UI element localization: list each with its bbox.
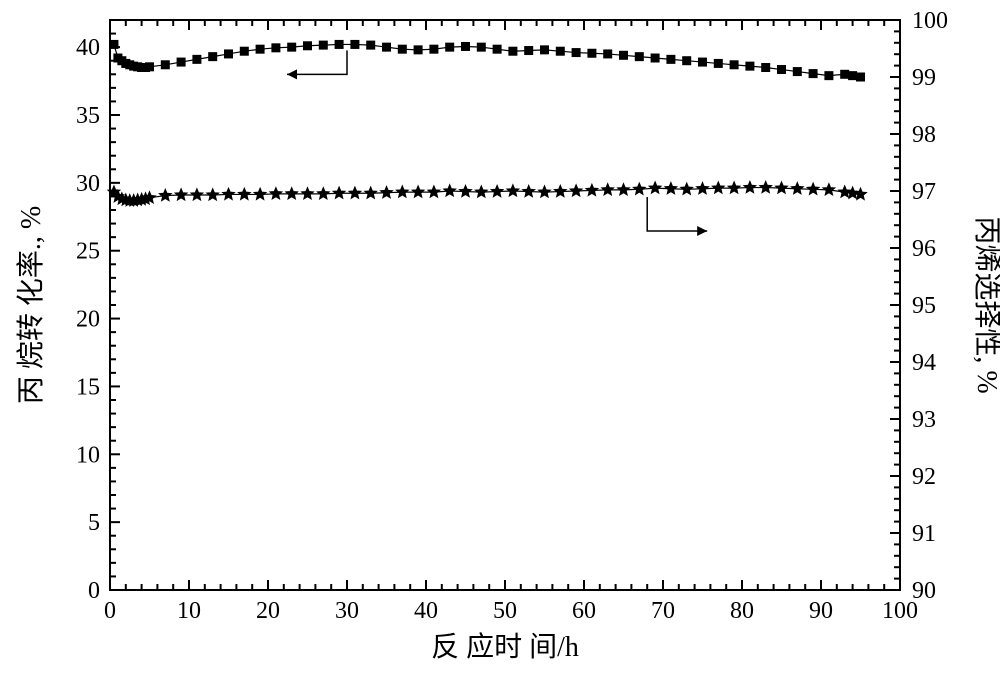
svg-text:20: 20 (76, 307, 100, 333)
svg-text:95: 95 (912, 293, 936, 319)
svg-text:40: 40 (414, 598, 438, 624)
svg-text:90: 90 (912, 578, 936, 604)
svg-text:10: 10 (76, 442, 100, 468)
svg-text:100: 100 (912, 8, 948, 34)
svg-text:70: 70 (651, 598, 675, 624)
svg-text:97: 97 (912, 179, 936, 205)
svg-text:25: 25 (76, 239, 100, 265)
series-conversion (114, 44, 861, 77)
svg-text:92: 92 (912, 464, 936, 490)
svg-text:91: 91 (912, 521, 936, 547)
callout-arrowhead-selectivity (697, 226, 707, 236)
plot-frame (110, 20, 900, 590)
svg-text:0: 0 (104, 598, 116, 624)
svg-text:10: 10 (177, 598, 201, 624)
svg-text:90: 90 (809, 598, 833, 624)
callout-arrowhead-conversion (287, 69, 297, 79)
svg-text:60: 60 (572, 598, 596, 624)
svg-text:96: 96 (912, 236, 936, 262)
y-right-axis-title: 丙烯选择性, % (971, 216, 1000, 393)
x-axis-title: 反 应时 间/h (431, 631, 579, 663)
svg-text:15: 15 (76, 374, 100, 400)
svg-text:0: 0 (88, 578, 100, 604)
svg-text:50: 50 (493, 598, 517, 624)
svg-text:99: 99 (912, 65, 936, 91)
svg-text:94: 94 (912, 350, 936, 376)
svg-text:30: 30 (335, 598, 359, 624)
svg-text:5: 5 (88, 510, 100, 536)
chart-container: { "chart": { "type": "dual-axis-line-sca… (0, 0, 1000, 688)
svg-text:20: 20 (256, 598, 280, 624)
svg-text:93: 93 (912, 407, 936, 433)
svg-text:80: 80 (730, 598, 754, 624)
svg-text:35: 35 (76, 103, 100, 129)
svg-text:40: 40 (76, 35, 100, 61)
svg-text:98: 98 (912, 122, 936, 148)
callout-selectivity (647, 197, 707, 231)
svg-text:30: 30 (76, 171, 100, 197)
y-left-axis-title: 丙 烷转 化率., % (15, 206, 47, 404)
chart-svg: 0 10 20 30 40 50 60 70 80 90 100 0 5 10 15 20 25 30 35 40 90… (0, 0, 1000, 688)
